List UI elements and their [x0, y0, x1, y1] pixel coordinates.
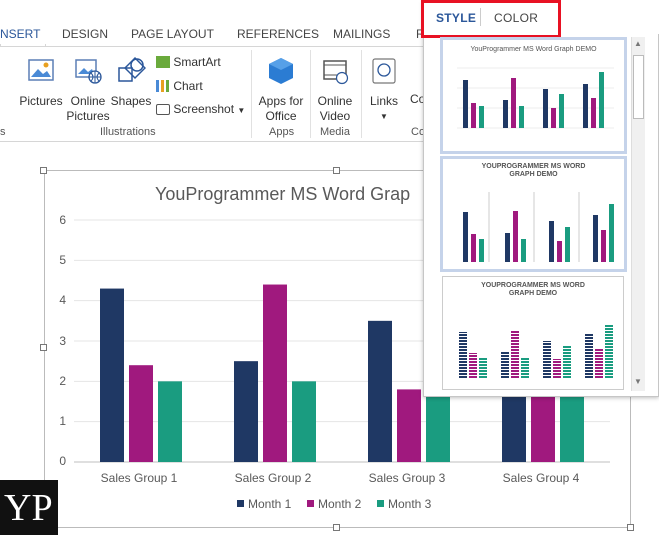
- shapes-icon: [118, 56, 147, 82]
- online-video-button[interactable]: Online Video: [314, 56, 356, 124]
- y-tick-label: 5: [59, 253, 66, 267]
- ribbon-separator: [361, 50, 362, 138]
- tab-references[interactable]: REFERENCES: [237, 27, 320, 41]
- group-label-apps: Apps: [269, 126, 295, 138]
- group-label-left: s: [0, 126, 6, 138]
- y-tick-label: 6: [59, 213, 66, 227]
- smartart-button[interactable]: SmartArt: [156, 55, 221, 70]
- online-pictures-button[interactable]: Online Pictures: [66, 56, 110, 124]
- screenshot-label: Screenshot: [173, 102, 235, 116]
- legend-swatch: [237, 500, 244, 507]
- apps-for-office-icon: [269, 58, 293, 84]
- x-category-label: Sales Group 1: [100, 471, 178, 485]
- legend-swatch: [377, 500, 384, 507]
- legend-item: Month 1: [237, 497, 291, 511]
- resize-handle[interactable]: [40, 167, 47, 174]
- bar-month-2[interactable]: [129, 365, 153, 462]
- pictures-icon: [28, 59, 54, 81]
- thumb-title: YouProgrammer MS Word Graph DEMO: [470, 46, 597, 53]
- tab-review[interactable]: R: [416, 27, 425, 41]
- bar-month-1[interactable]: [234, 361, 258, 462]
- bar-month-2[interactable]: [397, 389, 421, 462]
- resize-handle[interactable]: [333, 167, 340, 174]
- thumb-title: YOUPROGRAMMER MS WORD GRAPH DEMO: [481, 282, 585, 297]
- online-video-label: Online Video: [317, 94, 353, 123]
- legend-item: Month 2: [307, 497, 361, 511]
- panel-scrollbar[interactable]: ▲ ▼: [631, 37, 645, 391]
- smartart-icon: [156, 56, 170, 68]
- legend-item: Month 3: [377, 497, 431, 511]
- bar-month-3[interactable]: [158, 381, 182, 462]
- pictures-label: Pictures: [19, 94, 63, 108]
- resize-handle[interactable]: [627, 524, 634, 531]
- tab-design[interactable]: DESIGN: [62, 27, 109, 41]
- links-button[interactable]: Links ▼: [366, 56, 402, 124]
- logo-text: YP: [4, 487, 53, 529]
- y-tick-label: 3: [59, 334, 66, 348]
- tab-insert[interactable]: NSERT: [0, 27, 41, 41]
- chart-style-option-2[interactable]: YOUPROGRAMMER MS WORD GRAPH DEMO: [440, 156, 627, 272]
- legend-label: Month 1: [248, 497, 292, 511]
- thumb-chart-3: [459, 324, 613, 378]
- yp-logo: YP: [0, 480, 58, 535]
- chart-style-option-3[interactable]: YOUPROGRAMMER MS WORD GRAPH DEMO: [442, 276, 624, 390]
- shapes-label: Shapes: [110, 94, 152, 108]
- y-tick-label: 2: [59, 374, 66, 388]
- x-category-label: Sales Group 3: [368, 471, 446, 485]
- online-video-icon: [323, 60, 349, 85]
- bar-month-3[interactable]: [292, 381, 316, 462]
- tab-mailings[interactable]: MAILINGS: [333, 27, 391, 41]
- tab-divider: [480, 8, 481, 26]
- chart-button[interactable]: Chart: [156, 79, 203, 94]
- y-tick-label: 4: [59, 293, 66, 307]
- scroll-thumb[interactable]: [633, 55, 644, 119]
- comment-label: Co: [410, 92, 426, 106]
- chart-title[interactable]: YouProgrammer MS Word Grap: [155, 184, 411, 204]
- screenshot-button[interactable]: Screenshot ▼: [156, 102, 245, 118]
- tab-style[interactable]: STYLE: [436, 11, 477, 25]
- bar-month-1[interactable]: [100, 288, 124, 462]
- screenshot-icon: [156, 104, 170, 115]
- bar-month-2[interactable]: [263, 284, 287, 462]
- ribbon-separator: [310, 50, 311, 138]
- y-tick-label: 1: [59, 414, 66, 428]
- comment-button[interactable]: Co: [410, 92, 425, 107]
- bar-month-1[interactable]: [368, 320, 392, 462]
- chart-icon: [156, 80, 170, 92]
- legend-label: Month 3: [388, 497, 432, 511]
- scroll-up-icon[interactable]: ▲: [634, 39, 642, 48]
- thumb-chart-1: [457, 67, 614, 129]
- resize-handle[interactable]: [333, 524, 340, 531]
- apps-for-office-label: Apps for Office: [258, 94, 304, 123]
- chevron-down-icon: ▼: [380, 112, 388, 121]
- thumb-title: YOUPROGRAMMER MS WORD GRAPH DEMO: [481, 163, 586, 178]
- links-icon: [372, 58, 396, 84]
- group-label-media: Media: [320, 126, 350, 138]
- tab-page-layout[interactable]: PAGE LAYOUT: [131, 27, 214, 41]
- chevron-down-icon: ▼: [237, 106, 246, 115]
- y-tick-label: 0: [59, 454, 66, 468]
- scroll-down-icon[interactable]: ▼: [634, 377, 642, 386]
- apps-for-office-button[interactable]: Apps for Office: [256, 56, 306, 124]
- chart-style-tabs: STYLE COLOR: [423, 0, 659, 34]
- smartart-label: SmartArt: [173, 55, 221, 69]
- legend-swatch: [307, 500, 314, 507]
- thumb-chart-2: [463, 192, 614, 262]
- links-label: Links: [369, 94, 398, 108]
- highlight-box: [421, 0, 561, 38]
- pictures-button[interactable]: Pictures: [18, 56, 64, 109]
- online-pictures-icon: [75, 59, 102, 84]
- online-pictures-label: Online Pictures: [66, 94, 110, 123]
- legend-label: Month 2: [318, 497, 362, 511]
- shapes-button[interactable]: Shapes: [110, 56, 152, 109]
- chart-label: Chart: [173, 79, 203, 93]
- x-category-label: Sales Group 4: [502, 471, 580, 485]
- tab-color[interactable]: COLOR: [494, 11, 539, 25]
- chart-style-option-1[interactable]: YouProgrammer MS Word Graph DEMO: [440, 37, 627, 154]
- ribbon-separator: [251, 50, 252, 138]
- group-label-illustrations: Illustrations: [100, 126, 156, 138]
- resize-handle[interactable]: [40, 344, 47, 351]
- x-category-label: Sales Group 2: [234, 471, 312, 485]
- group-label-comments: Co: [411, 126, 426, 138]
